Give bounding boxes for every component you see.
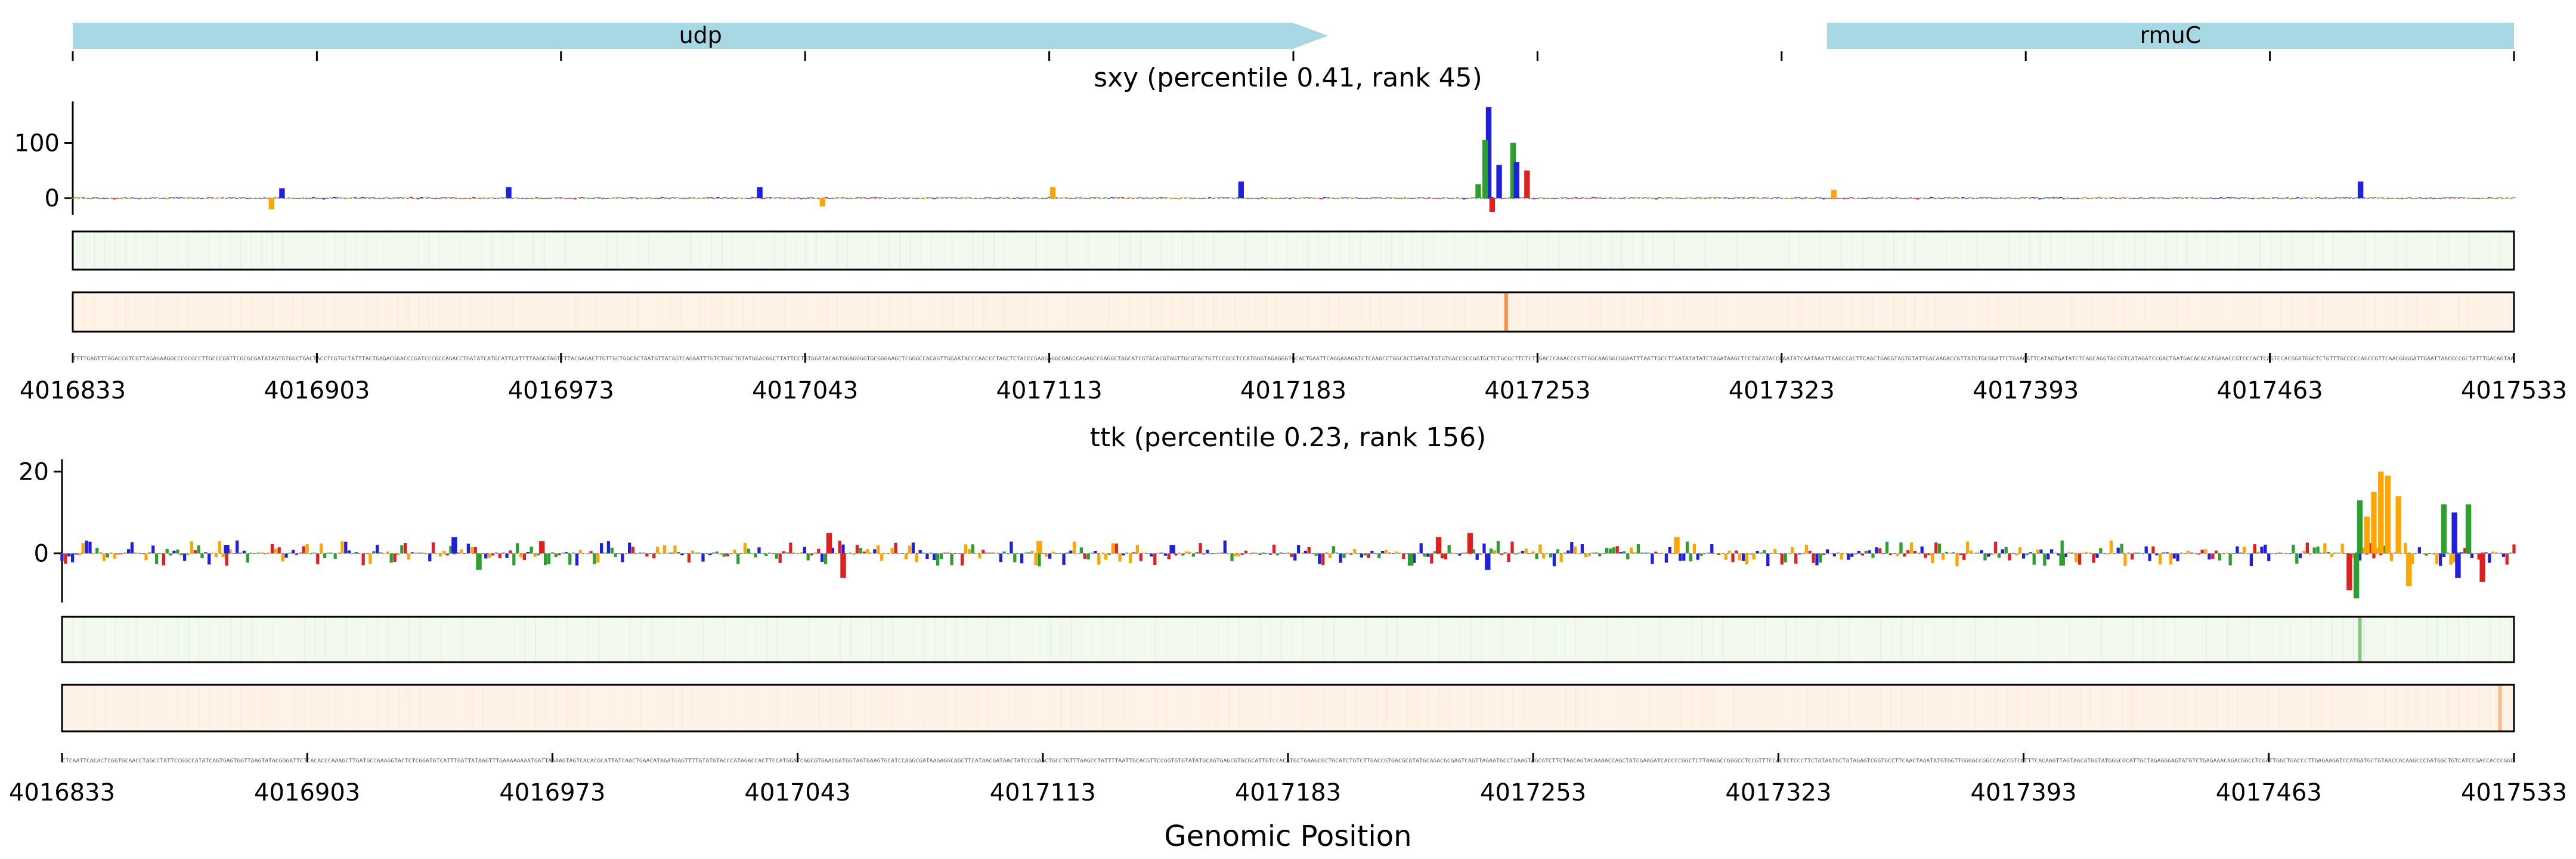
attribution-peak-0-4 bbox=[1513, 162, 1519, 199]
x-tick-label-1-3: 4017043 bbox=[745, 779, 851, 807]
heatmap-peak-1-0 bbox=[2358, 617, 2362, 662]
x-tick-label-0-5: 4017183 bbox=[1240, 377, 1346, 404]
attribution-peak-1-15 bbox=[476, 553, 482, 570]
attribution-peak-1-21 bbox=[1435, 537, 1442, 554]
y-tick-label-1-0: 0 bbox=[34, 540, 49, 568]
x-tick-label-1-10: 4017533 bbox=[2461, 779, 2567, 807]
x-tick-label-1-8: 4017393 bbox=[1971, 779, 2077, 807]
heatmap-bg bbox=[73, 292, 2514, 332]
x-tick-label-0-6: 4017253 bbox=[1484, 377, 1590, 404]
panel-title-0: sxy (percentile 0.41, rank 45) bbox=[1094, 63, 1482, 93]
attribution-peak-0-10 bbox=[279, 188, 285, 199]
attribution-peak-1-23 bbox=[2059, 553, 2065, 566]
y-tick-label-0-0: 0 bbox=[45, 185, 60, 212]
attribution-peak-1-22 bbox=[1674, 537, 1680, 554]
attribution-peak-1-17 bbox=[840, 553, 846, 578]
attribution-peak-1-2 bbox=[2371, 492, 2377, 554]
attribution-noise-1 bbox=[60, 540, 2516, 567]
x-tick-label-1-7: 4017323 bbox=[1725, 779, 1831, 807]
attribution-peak-1-6 bbox=[2346, 553, 2352, 591]
attribution-peak-0-9 bbox=[2357, 181, 2364, 199]
heatmap-frame bbox=[72, 230, 2515, 271]
gene-label-rmuC: rmuC bbox=[2140, 22, 2202, 48]
heatmap-peak-2-0 bbox=[2498, 685, 2502, 731]
x-tick-label-1-2: 4016973 bbox=[499, 779, 605, 807]
heatmap-1-panel-1 bbox=[61, 616, 2515, 663]
attribution-peak-1-1 bbox=[2385, 475, 2391, 554]
x-tick-label-0-4: 4017113 bbox=[996, 377, 1103, 404]
x-tick-label-0-0: 4016833 bbox=[20, 377, 126, 404]
attribution-peak-1-5 bbox=[2357, 500, 2363, 554]
x-tick-label-0-3: 4017043 bbox=[752, 377, 858, 404]
gene-arrow-udp bbox=[73, 23, 1329, 49]
attribution-peak-0-13 bbox=[757, 187, 763, 199]
x-tick-label-0-7: 4017323 bbox=[1729, 377, 1835, 404]
heatmap-2-panel-0 bbox=[72, 291, 2515, 333]
attribution-peak-1-8 bbox=[2364, 517, 2370, 554]
attribution-peak-0-11 bbox=[268, 198, 275, 209]
heatmap-peak-2-0 bbox=[1504, 292, 1508, 332]
heatmap-2-panel-1 bbox=[61, 684, 2515, 733]
x-tick-label-0-1: 4016903 bbox=[264, 377, 370, 404]
attribution-peak-0-6 bbox=[1475, 184, 1481, 199]
attribution-peak-0-5 bbox=[1524, 170, 1530, 199]
x-tick-label-0-10: 4017533 bbox=[2461, 377, 2567, 404]
x-tick-label-1-6: 4017253 bbox=[1480, 779, 1586, 807]
x-tick-label-1-1: 4016903 bbox=[254, 779, 360, 807]
attribution-peak-1-3 bbox=[2395, 496, 2401, 554]
x-tick-label-0-8: 4017393 bbox=[1973, 377, 2079, 404]
attribution-peak-0-1 bbox=[1482, 140, 1488, 199]
attribution-peak-1-9 bbox=[2441, 504, 2447, 554]
attribution-peak-1-10 bbox=[2465, 504, 2472, 554]
heatmap-bg bbox=[62, 617, 2514, 662]
attribution-peak-1-26 bbox=[1036, 541, 1042, 554]
attribution-peak-1-24 bbox=[224, 545, 230, 554]
attribution-peak-0-16 bbox=[1831, 190, 1837, 199]
y-tick-label-1-1: 20 bbox=[18, 459, 49, 486]
attribution-peak-0-8 bbox=[1238, 181, 1244, 199]
attribution-peak-0-3 bbox=[1510, 143, 1516, 199]
attribution-peak-1-12 bbox=[2479, 553, 2485, 582]
attribution-peak-1-11 bbox=[2451, 512, 2457, 554]
track-panel-sxy: sxy (percentile 0.41, rank 45)0100TTTTGA… bbox=[14, 63, 2567, 404]
heatmap-bg bbox=[73, 231, 2514, 270]
gene-annotation-track: udp rmuC bbox=[72, 22, 2515, 61]
gene-arrow-rmuC bbox=[1826, 23, 2514, 49]
attribution-peak-0-14 bbox=[1049, 187, 1056, 199]
gene-label-udp: udp bbox=[679, 22, 722, 48]
attribution-peak-1-7 bbox=[2353, 553, 2360, 599]
heatmap-frame bbox=[72, 291, 2515, 333]
attribution-peak-0-2 bbox=[1496, 165, 1502, 199]
heatmap-bg bbox=[62, 685, 2514, 731]
attribution-peak-0-0 bbox=[1485, 107, 1492, 199]
attribution-peak-0-12 bbox=[506, 187, 512, 199]
attribution-peak-1-16 bbox=[826, 533, 832, 554]
heatmap-frame bbox=[61, 684, 2515, 733]
attribution-peak-1-25 bbox=[539, 541, 545, 554]
attribution-peak-1-19 bbox=[1485, 553, 1491, 570]
x-axis-label: Genomic Position bbox=[1164, 820, 1411, 853]
heatmap-frame bbox=[61, 616, 2515, 663]
y-tick-label-0-1: 100 bbox=[14, 130, 60, 157]
attribution-peak-1-4 bbox=[2406, 553, 2412, 586]
x-tick-label-1-4: 4017113 bbox=[990, 779, 1096, 807]
heatmap-1-panel-0 bbox=[72, 230, 2515, 271]
track-panel-ttk: ttk (percentile 0.23, rank 156)020CTCAAT… bbox=[9, 422, 2567, 807]
attribution-peak-1-20 bbox=[1407, 553, 1414, 566]
attribution-peak-1-0 bbox=[2378, 471, 2384, 554]
x-tick-label-1-0: 4016833 bbox=[9, 779, 115, 807]
x-tick-label-1-9: 4017463 bbox=[2216, 779, 2322, 807]
attribution-peak-1-27 bbox=[1169, 545, 1175, 554]
attribution-peak-1-18 bbox=[1467, 533, 1473, 554]
x-tick-label-0-9: 4017463 bbox=[2217, 377, 2323, 404]
x-tick-label-1-5: 4017183 bbox=[1235, 779, 1341, 807]
attribution-peak-0-15 bbox=[819, 198, 826, 207]
attribution-peak-1-14 bbox=[451, 537, 457, 554]
panel-title-1: ttk (percentile 0.23, rank 156) bbox=[1090, 422, 1487, 453]
attribution-peak-0-7 bbox=[1489, 198, 1496, 212]
x-tick-label-0-2: 4016973 bbox=[508, 377, 614, 404]
attribution-peak-1-13 bbox=[2455, 553, 2461, 578]
